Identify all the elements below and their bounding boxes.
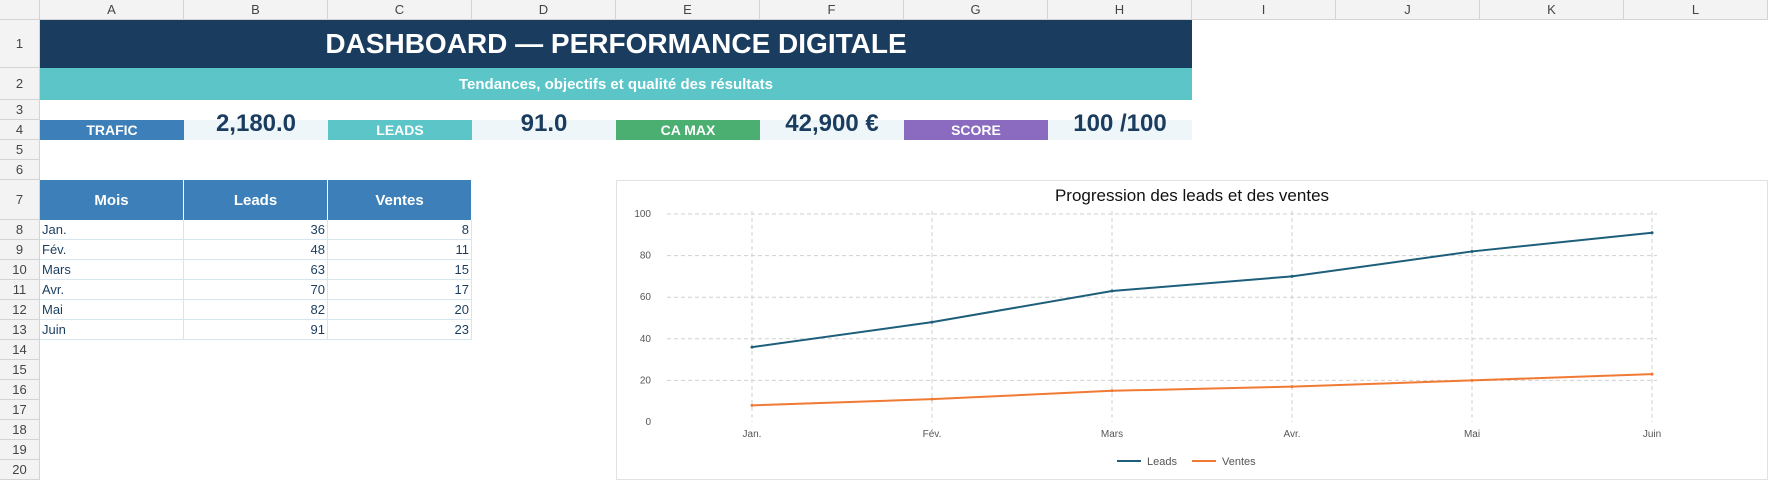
series-line-leads: [751, 231, 1653, 349]
table-cell-ventes[interactable]: 11: [328, 240, 472, 260]
legend-label-leads: Leads: [1147, 456, 1177, 468]
table-cell-ventes[interactable]: 15: [328, 260, 472, 280]
column-header-l[interactable]: L: [1624, 0, 1768, 20]
table-cell-month[interactable]: Avr.: [40, 280, 184, 300]
row-header-19[interactable]: 19: [0, 440, 40, 460]
sheet-corner[interactable]: [0, 0, 40, 20]
row-header-15[interactable]: 15: [0, 360, 40, 380]
row-header-6[interactable]: 6: [0, 160, 40, 180]
table-cell-month[interactable]: Mai: [40, 300, 184, 320]
data-point-leads: [750, 345, 754, 349]
column-header-a[interactable]: A: [40, 0, 184, 20]
kpi-label-leads: LEADS: [328, 120, 472, 140]
table-cell-month[interactable]: Jan.: [40, 220, 184, 240]
table-cell-leads[interactable]: 91: [184, 320, 328, 340]
column-header-g[interactable]: G: [904, 0, 1048, 20]
dashboard-title: DASHBOARD — PERFORMANCE DIGITALE: [40, 20, 1192, 68]
row-header-1[interactable]: 1: [0, 20, 40, 68]
data-point-ventes: [1470, 378, 1474, 382]
table-header-mois: Mois: [40, 180, 184, 220]
series-line-ventes: [751, 373, 1653, 407]
table-cell-month[interactable]: Fév.: [40, 240, 184, 260]
x-tick-label: Mai: [1464, 429, 1480, 440]
table-cell-leads[interactable]: 70: [184, 280, 328, 300]
row-header-20[interactable]: 20: [0, 460, 40, 480]
kpi-label-score: SCORE: [904, 120, 1048, 140]
x-tick-label: Fév.: [923, 429, 942, 440]
column-header-i[interactable]: I: [1192, 0, 1336, 20]
kpi-value-leads: 91.0: [520, 112, 568, 137]
column-header-k[interactable]: K: [1480, 0, 1624, 20]
x-tick-label: Juin: [1643, 429, 1661, 440]
table-header-ventes: Ventes: [328, 180, 472, 220]
kpi-value-score: 100 /100: [1073, 112, 1167, 137]
row-header-7[interactable]: 7: [0, 180, 40, 220]
row-header-3[interactable]: 3: [0, 100, 40, 120]
row-header-17[interactable]: 17: [0, 400, 40, 420]
data-point-leads: [1650, 231, 1654, 235]
row-header-12[interactable]: 12: [0, 300, 40, 320]
data-point-ventes: [750, 403, 754, 407]
row-header-10[interactable]: 10: [0, 260, 40, 280]
x-tick-label: Mars: [1101, 429, 1123, 440]
table-cell-month[interactable]: Juin: [40, 320, 184, 340]
table-cell-month[interactable]: Mars: [40, 260, 184, 280]
chart-title: Progression des leads et des ventes: [1055, 186, 1329, 205]
x-tick-label: Jan.: [743, 429, 762, 440]
row-header-5[interactable]: 5: [0, 140, 40, 160]
data-point-ventes: [930, 397, 934, 401]
y-tick-label: 20: [640, 375, 652, 386]
data-point-leads: [1290, 274, 1294, 278]
y-tick-label: 0: [645, 417, 651, 428]
row-header-4[interactable]: 4: [0, 120, 40, 140]
y-tick-label: 60: [640, 292, 652, 303]
table-cell-leads[interactable]: 48: [184, 240, 328, 260]
row-header-16[interactable]: 16: [0, 380, 40, 400]
line-chart[interactable]: Progression des leads et des ventes 0 20 40…: [616, 180, 1768, 480]
data-point-leads: [1110, 289, 1114, 293]
y-tick-label: 40: [640, 334, 652, 345]
kpi-label-trafic: TRAFIC: [40, 120, 184, 140]
table-cell-ventes[interactable]: 17: [328, 280, 472, 300]
row-header-11[interactable]: 11: [0, 280, 40, 300]
column-header-f[interactable]: F: [760, 0, 904, 20]
column-header-d[interactable]: D: [472, 0, 616, 20]
column-header-b[interactable]: B: [184, 0, 328, 20]
table-cell-ventes[interactable]: 23: [328, 320, 472, 340]
data-point-ventes: [1110, 389, 1114, 393]
data-point-ventes: [1650, 372, 1654, 376]
kpi-value-ca-max: 42,900 €: [785, 112, 879, 137]
legend-label-ventes: Ventes: [1222, 456, 1256, 468]
table-cell-leads[interactable]: 82: [184, 300, 328, 320]
row-header-13[interactable]: 13: [0, 320, 40, 340]
dashboard-subtitle: Tendances, objectifs et qualité des résu…: [40, 68, 1192, 100]
chart-svg: Progression des leads et des ventes 0 20 40…: [634, 186, 1661, 468]
row-header-2[interactable]: 2: [0, 68, 40, 100]
data-point-ventes: [1290, 385, 1294, 389]
column-header-e[interactable]: E: [616, 0, 760, 20]
row-header-8[interactable]: 8: [0, 220, 40, 240]
table-header-leads: Leads: [184, 180, 328, 220]
row-header-9[interactable]: 9: [0, 240, 40, 260]
table-cell-leads[interactable]: 63: [184, 260, 328, 280]
table-cell-leads[interactable]: 36: [184, 220, 328, 240]
data-point-leads: [930, 320, 934, 324]
data-point-leads: [1470, 249, 1474, 253]
y-tick-label: 100: [634, 209, 651, 220]
column-header-h[interactable]: H: [1048, 0, 1192, 20]
row-header-18[interactable]: 18: [0, 420, 40, 440]
table-cell-ventes[interactable]: 20: [328, 300, 472, 320]
table-cell-ventes[interactable]: 8: [328, 220, 472, 240]
x-tick-label: Avr.: [1283, 429, 1300, 440]
kpi-value-trafic: 2,180.0: [215, 112, 297, 137]
column-header-c[interactable]: C: [328, 0, 472, 20]
kpi-label-ca-max: CA MAX: [616, 120, 760, 140]
row-header-14[interactable]: 14: [0, 340, 40, 360]
column-header-j[interactable]: J: [1336, 0, 1480, 20]
y-tick-label: 80: [640, 251, 652, 262]
